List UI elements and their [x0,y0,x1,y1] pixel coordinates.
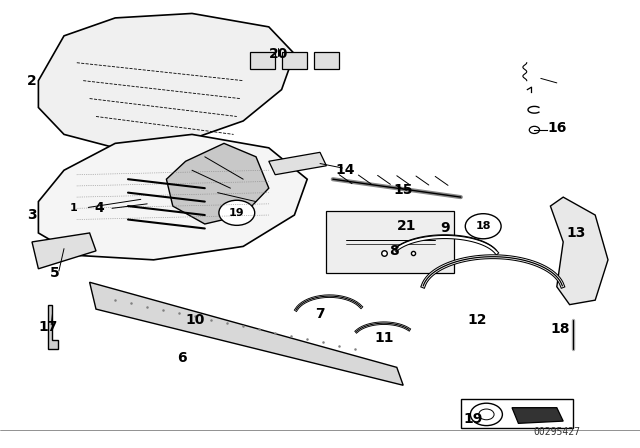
Text: 12: 12 [467,313,486,327]
Bar [314,52,339,69]
Text: 5: 5 [49,266,60,280]
Text: 1: 1 [70,203,77,213]
Circle shape [219,200,255,225]
Text: 7: 7 [315,306,325,321]
Text: 9: 9 [440,221,450,236]
Text: 8: 8 [388,244,399,258]
Bar [282,52,307,69]
Polygon shape [550,197,608,305]
Polygon shape [269,152,326,175]
Polygon shape [38,134,307,260]
Text: 18: 18 [550,322,570,336]
Text: 00295427: 00295427 [533,427,580,437]
Text: 19: 19 [229,208,244,218]
Text: 17: 17 [38,320,58,334]
Bar [250,52,275,69]
Text: 4: 4 [94,201,104,215]
Polygon shape [512,408,563,423]
Text: 3: 3 [27,208,37,222]
Text: 16: 16 [547,121,566,135]
Text: 19: 19 [464,412,483,426]
Polygon shape [48,305,58,349]
Text: 10: 10 [186,313,205,327]
Text: 11: 11 [374,331,394,345]
Polygon shape [166,143,269,224]
Polygon shape [38,13,294,148]
Bar [461,399,573,428]
Text: 14: 14 [336,163,355,177]
Text: 15: 15 [394,183,413,198]
Text: 2: 2 [27,73,37,88]
Text: 20: 20 [269,47,288,61]
Bar [326,211,454,273]
Text: 6: 6 [177,351,188,366]
Circle shape [465,214,501,239]
Text: 21: 21 [397,219,416,233]
Circle shape [479,409,494,420]
Text: 18: 18 [476,221,491,231]
Text: 13: 13 [566,226,586,240]
Polygon shape [32,233,96,269]
Polygon shape [90,282,403,385]
Circle shape [470,403,502,426]
